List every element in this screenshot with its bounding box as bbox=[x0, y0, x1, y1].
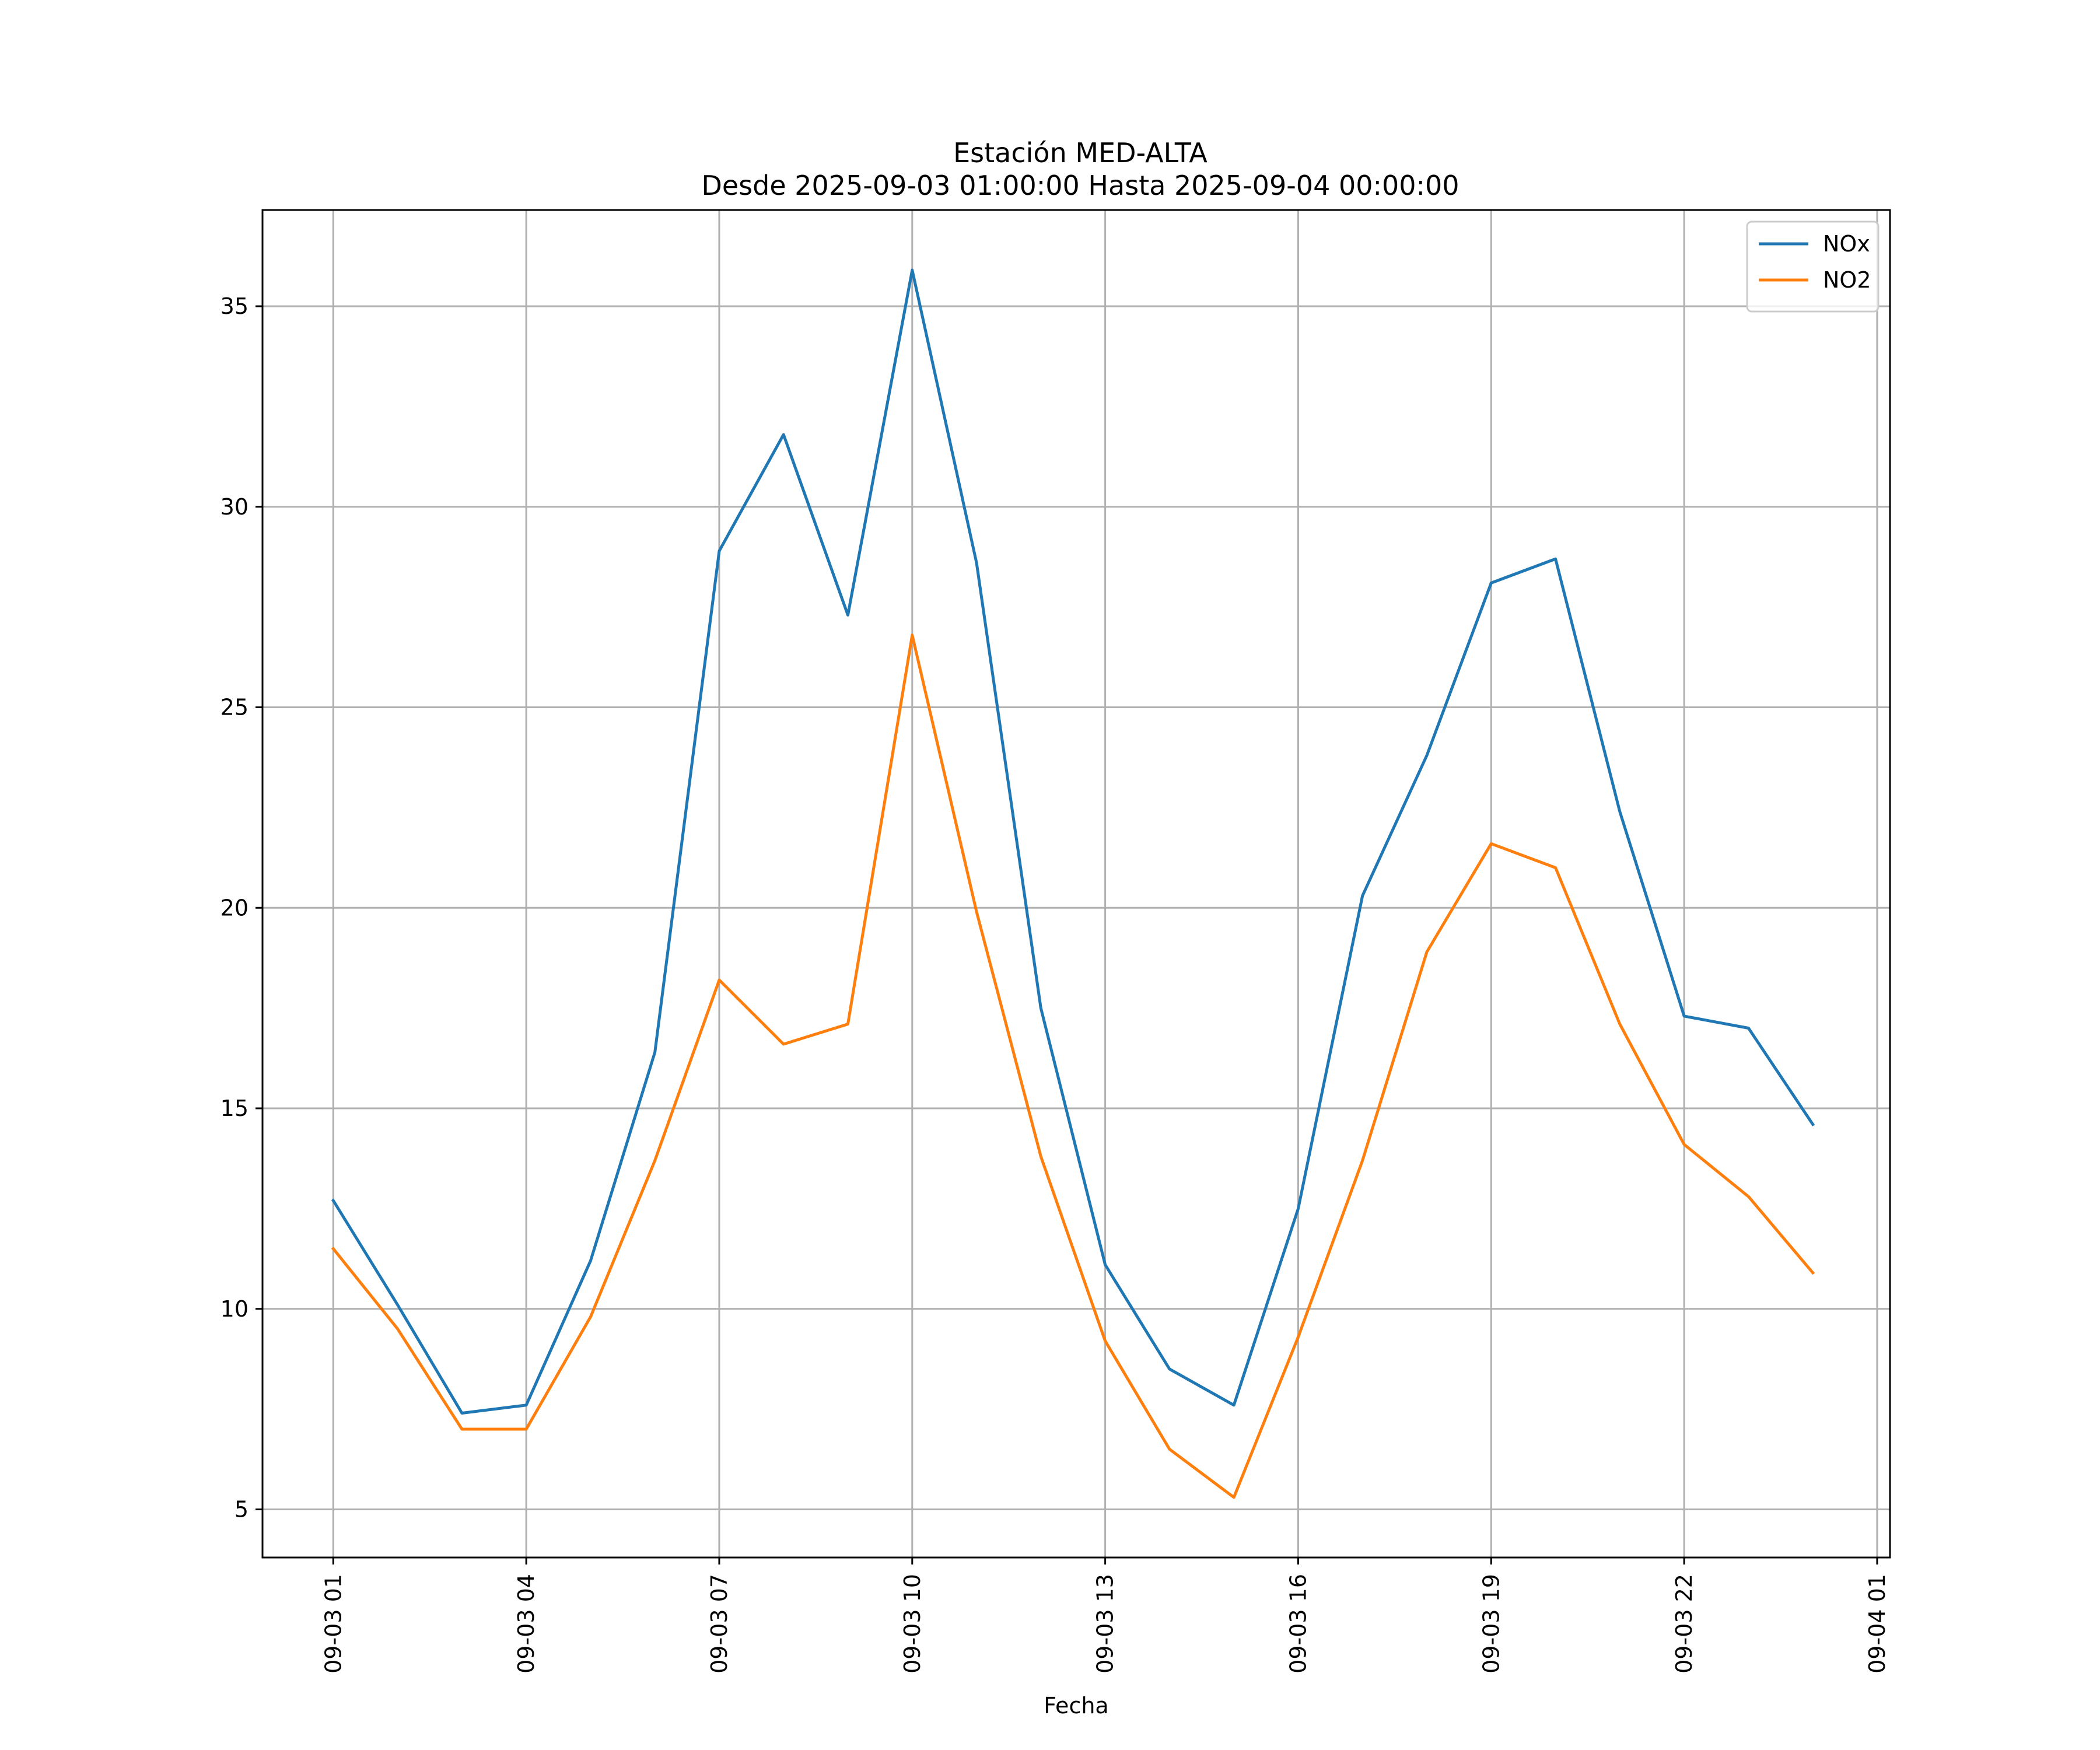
plot-frame bbox=[261, 209, 1891, 1559]
x-tick-label: 09-03 07 bbox=[706, 1574, 732, 1674]
grid bbox=[262, 210, 1890, 1558]
series-line-nox bbox=[331, 268, 1815, 1415]
x-tick-label: 09-03 13 bbox=[1093, 1574, 1118, 1674]
chart-subtitle: Desde 2025-09-03 01:00:00 Hasta 2025-09-… bbox=[701, 170, 1459, 201]
x-axis-label: Fecha bbox=[1044, 1693, 1108, 1718]
x-tick-label: 09-03 16 bbox=[1285, 1574, 1311, 1674]
y-tick-label: 30 bbox=[220, 494, 249, 520]
legend-label-nox: NOx bbox=[1823, 231, 1870, 257]
x-tick-label: 09-03 04 bbox=[513, 1574, 539, 1674]
legend-label-no2: NO2 bbox=[1823, 267, 1871, 293]
x-tick-label: 09-03 10 bbox=[900, 1574, 925, 1674]
x-tick-label: 09-03 01 bbox=[320, 1574, 346, 1674]
series-line-no2 bbox=[331, 634, 1815, 1499]
y-tick-label: 10 bbox=[220, 1296, 249, 1322]
y-tick-label: 25 bbox=[220, 695, 249, 720]
chart-title: Estación MED-ALTA bbox=[953, 137, 1208, 169]
y-tick-label: 15 bbox=[220, 1096, 249, 1121]
legend: NOx NO2 bbox=[1746, 220, 1880, 313]
axis-ticks: 5 10 15 20 25 30 35 09-03 01 09-03 04 09-03 07 09-… bbox=[220, 293, 1890, 1674]
x-tick-label: 09-04 01 bbox=[1864, 1574, 1890, 1674]
y-tick-label: 20 bbox=[220, 895, 249, 921]
x-tick-label: 09-03 22 bbox=[1671, 1574, 1697, 1674]
y-tick-label: 5 bbox=[235, 1497, 249, 1522]
x-tick-label: 09-03 19 bbox=[1478, 1574, 1504, 1674]
y-tick-label: 35 bbox=[220, 293, 249, 319]
series-group bbox=[331, 268, 1815, 1499]
